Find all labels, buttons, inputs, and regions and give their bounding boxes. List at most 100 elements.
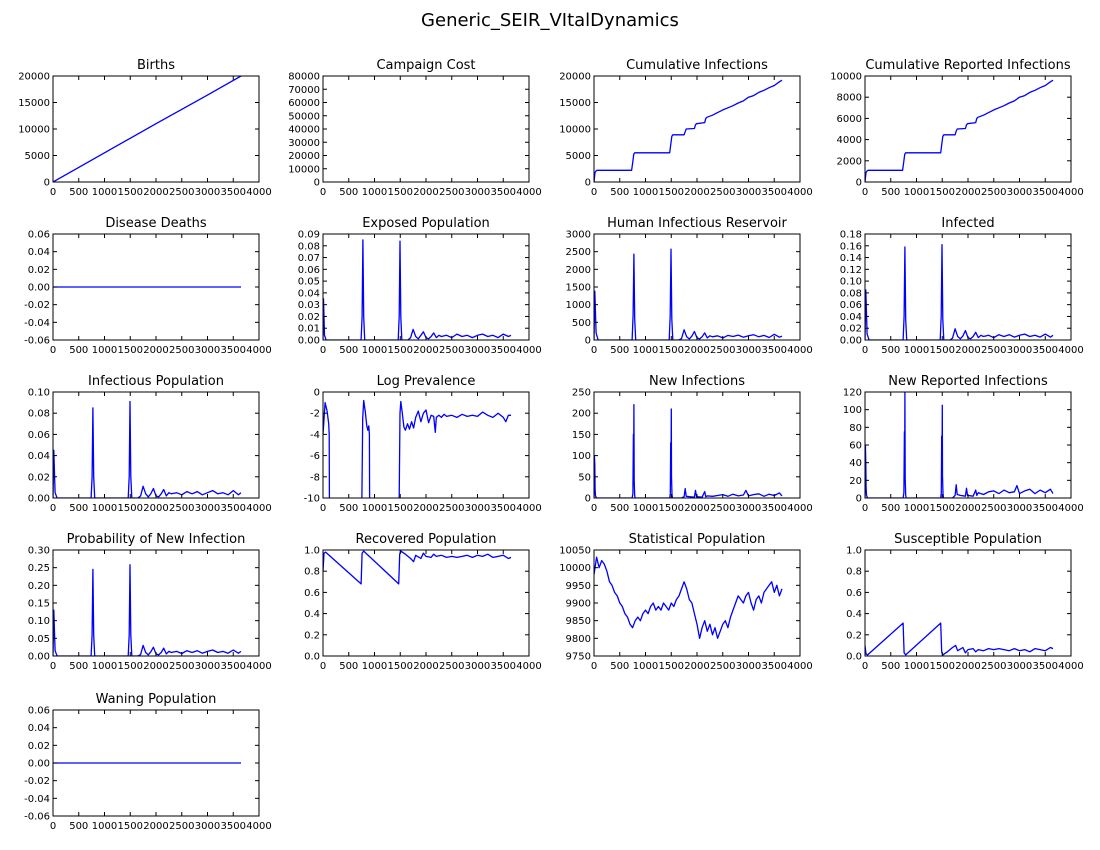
axes-frame [52, 549, 260, 657]
x-tick-label: 1500 [930, 187, 955, 198]
y-tick-label: 0.06 [28, 430, 50, 441]
x-tick-label: 4000 [246, 187, 271, 198]
panel-7: Infected 0 500 1000 1500 2000 2500 3000 3500 4000… [840, 216, 1084, 356]
y-tick-label: 30000 [288, 138, 320, 149]
y-tick-label: 0.2 [846, 630, 862, 641]
y-tick-label: 0.10 [28, 616, 50, 627]
panel-8: Infectious Population 0 500 1000 1500 2000 250… [28, 374, 272, 514]
y-tick-label: 0.04 [28, 723, 50, 734]
y-tick-label: 0.10 [840, 277, 862, 288]
y-tick-label: 40 [849, 458, 862, 469]
y-tick-label: 20000 [288, 151, 320, 162]
y-tick-label: 10000 [559, 563, 591, 574]
x-tick-label: 0 [50, 187, 56, 198]
x-tick-label: 3000 [465, 661, 490, 672]
x-tick-label: 2000 [413, 345, 438, 356]
x-tick-label: 1000 [92, 345, 117, 356]
y-tick-label: 0 [585, 494, 591, 505]
x-tick-label: 1000 [633, 661, 658, 672]
x-tick-label: 4000 [516, 503, 541, 514]
y-tick-label: 0.06 [28, 706, 50, 717]
panel-title: Susceptible Population [894, 532, 1042, 547]
y-tick-label: 0.18 [840, 230, 862, 241]
x-tick-label: 0 [591, 503, 597, 514]
x-tick-label: 500 [339, 345, 358, 356]
x-tick-label: 500 [69, 345, 88, 356]
y-tick-label: 0.10 [28, 388, 50, 399]
x-tick-label: 2500 [710, 661, 735, 672]
panel-13: Recovered Population 0 500 1000 1500 2000 2500… [304, 532, 542, 672]
x-tick-label: 3500 [221, 503, 246, 514]
x-tick-label: 0 [50, 821, 56, 832]
y-tick-label: 0.02 [298, 312, 320, 323]
x-tick-label: 2500 [710, 187, 735, 198]
y-tick-label: 0.08 [840, 288, 862, 299]
axes-frame [593, 391, 801, 499]
y-tick-label: 0.16 [840, 241, 862, 252]
panel-title: Campaign Cost [376, 58, 475, 73]
y-tick-label: 6000 [837, 114, 862, 125]
panel-title: Probability of New Infection [67, 532, 246, 547]
x-tick-label: 500 [339, 187, 358, 198]
y-tick-label: 20 [849, 476, 862, 487]
y-tick-label: 10050 [559, 546, 591, 557]
x-tick-label: 2500 [710, 345, 735, 356]
x-tick-label: 3500 [762, 187, 787, 198]
y-tick-label: -8 [310, 472, 320, 483]
y-tick-label: 9900 [566, 599, 591, 610]
x-tick-label: 4000 [1058, 345, 1083, 356]
x-tick-label: 2500 [439, 187, 464, 198]
axes-frame [322, 75, 530, 183]
x-tick-label: 2500 [710, 503, 735, 514]
panel-title: Exposed Population [362, 216, 490, 231]
x-tick-label: 1500 [930, 345, 955, 356]
y-tick-label: 0.00 [298, 336, 320, 347]
x-tick-label: 0 [50, 661, 56, 672]
y-tick-label: 0.01 [298, 324, 320, 335]
y-tick-label: 1000 [566, 300, 591, 311]
panel-5: Exposed Population 0 500 1000 1500 2000 2500 30… [298, 216, 542, 356]
x-tick-label: 1000 [362, 187, 387, 198]
y-tick-label: 0.04 [28, 247, 50, 258]
x-tick-label: 3500 [1033, 661, 1058, 672]
x-tick-label: 1000 [633, 345, 658, 356]
y-tick-label: 0.8 [304, 567, 320, 578]
panel-title: Log Prevalence [377, 374, 476, 389]
y-tick-label: 0 [314, 178, 320, 189]
x-tick-label: 0 [862, 187, 868, 198]
panel-title: Statistical Population [629, 532, 766, 547]
y-tick-label: 9950 [566, 581, 591, 592]
x-tick-label: 1500 [659, 503, 684, 514]
panel-title: Cumulative Reported Infections [865, 58, 1071, 73]
x-tick-label: 4000 [1058, 661, 1083, 672]
y-tick-label: 0.06 [840, 300, 862, 311]
y-tick-label: 0.12 [840, 265, 862, 276]
y-tick-label: 5000 [25, 151, 50, 162]
x-tick-label: 2500 [981, 503, 1006, 514]
y-tick-label: -10 [304, 494, 320, 505]
x-tick-label: 3500 [491, 661, 516, 672]
x-tick-label: 1500 [118, 345, 143, 356]
x-tick-label: 3000 [1007, 187, 1032, 198]
x-tick-label: 0 [591, 187, 597, 198]
series-line-0 [865, 79, 1054, 182]
x-tick-label: 500 [339, 503, 358, 514]
axes-frame [322, 391, 530, 499]
x-tick-label: 1500 [659, 187, 684, 198]
y-tick-label: 1.0 [846, 546, 862, 557]
y-tick-label: 0.20 [28, 581, 50, 592]
y-tick-label: 1500 [566, 283, 591, 294]
y-tick-label: 70000 [288, 85, 320, 96]
series-line-0 [865, 622, 1054, 656]
axes-frame [52, 391, 260, 499]
x-tick-label: 0 [320, 345, 326, 356]
panel-12: Probability of New Infection 0 500 1000 1500… [28, 532, 272, 672]
x-tick-label: 3500 [762, 503, 787, 514]
y-tick-label: 10000 [18, 125, 50, 136]
y-tick-label: 100 [572, 451, 591, 462]
y-tick-label: 0 [585, 178, 591, 189]
y-tick-label: 50 [578, 472, 591, 483]
x-tick-label: 0 [862, 503, 868, 514]
y-tick-label: 0.02 [28, 265, 50, 276]
